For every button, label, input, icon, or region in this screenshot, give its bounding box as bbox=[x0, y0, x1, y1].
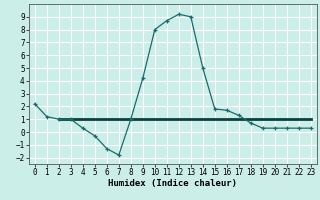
X-axis label: Humidex (Indice chaleur): Humidex (Indice chaleur) bbox=[108, 179, 237, 188]
